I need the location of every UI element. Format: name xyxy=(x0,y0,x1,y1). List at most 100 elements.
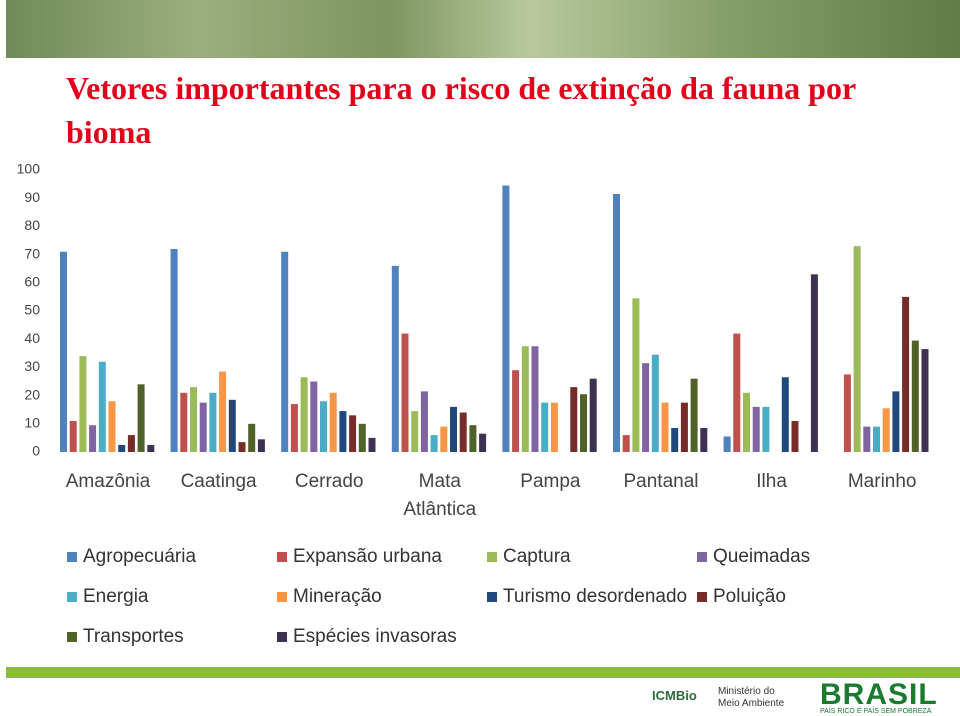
bar xyxy=(69,420,77,452)
bar xyxy=(329,392,337,452)
bar xyxy=(671,428,679,452)
bar xyxy=(502,185,510,452)
bar xyxy=(752,406,760,452)
bar xyxy=(450,406,457,452)
bar xyxy=(902,296,910,452)
legend-item: Poluição xyxy=(697,585,786,609)
legend-item: Transportes xyxy=(67,625,184,649)
bar xyxy=(642,363,650,452)
bar xyxy=(469,425,477,452)
bar xyxy=(781,377,789,452)
legend-swatch xyxy=(277,632,287,642)
bar xyxy=(651,354,659,452)
x-tick-label: Marinho xyxy=(847,471,917,492)
x-tick-label: Cerrado xyxy=(294,471,364,492)
legend-item: Turismo desordenado xyxy=(487,585,687,609)
bar xyxy=(170,248,178,452)
bar xyxy=(420,391,428,452)
legend-swatch xyxy=(487,552,497,562)
legend-swatch xyxy=(67,592,77,602)
bar xyxy=(882,408,890,452)
bar xyxy=(411,411,419,452)
bar xyxy=(147,444,155,452)
bar xyxy=(310,381,318,452)
x-tick-label: Caatinga xyxy=(180,471,257,492)
bar xyxy=(632,298,640,452)
bar xyxy=(320,401,327,452)
bar xyxy=(238,442,246,452)
x-tick-label: Pantanal xyxy=(623,471,699,492)
bar xyxy=(690,378,698,452)
bar xyxy=(228,399,236,452)
bar xyxy=(290,404,298,452)
bar xyxy=(127,435,135,452)
bar xyxy=(700,428,708,452)
agency-logo: ICMBio xyxy=(652,688,697,703)
bar xyxy=(843,374,851,452)
y-tick-label: 40 xyxy=(24,330,40,346)
bar xyxy=(459,412,467,452)
bar xyxy=(60,251,67,452)
bar xyxy=(550,402,558,452)
bar xyxy=(300,377,308,452)
bar xyxy=(401,333,409,452)
bar xyxy=(108,401,116,452)
bar xyxy=(479,433,487,452)
bar xyxy=(810,274,818,452)
bar xyxy=(339,411,347,452)
y-tick-label: 100 xyxy=(17,161,41,177)
bar xyxy=(570,387,578,452)
bar xyxy=(430,435,438,452)
legend-item: Agropecuária xyxy=(67,545,196,569)
legend-item: Energia xyxy=(67,585,149,609)
bar xyxy=(199,402,207,452)
bar xyxy=(762,406,770,452)
legend-item: Espécies invasoras xyxy=(277,625,457,649)
legend-swatch xyxy=(67,552,77,562)
y-tick-label: 10 xyxy=(24,415,40,431)
ministry-logo: Ministério do Meio Ambiente xyxy=(718,686,785,709)
bar xyxy=(661,402,669,452)
legend-swatch xyxy=(67,632,77,642)
bar xyxy=(190,387,197,452)
legend-swatch xyxy=(697,592,707,602)
footer-band xyxy=(6,667,960,678)
bar xyxy=(743,392,750,452)
bar xyxy=(531,346,539,452)
bar xyxy=(580,394,587,452)
legend-item: Mineração xyxy=(277,585,382,609)
bar xyxy=(863,426,871,452)
y-tick-label: 70 xyxy=(24,245,40,261)
y-tick-label: 90 xyxy=(24,189,40,205)
bar xyxy=(368,437,376,452)
y-tick-label: 50 xyxy=(24,302,40,318)
bar xyxy=(680,402,688,452)
bar xyxy=(853,246,861,452)
bar xyxy=(791,420,799,452)
y-tick-label: 60 xyxy=(24,274,40,290)
banner-photo xyxy=(6,0,960,58)
bar xyxy=(98,361,106,452)
x-tick-label: Pampa xyxy=(520,471,581,492)
bar xyxy=(589,378,597,452)
bar xyxy=(358,423,366,452)
bar xyxy=(512,370,520,452)
bar xyxy=(521,346,529,452)
bar xyxy=(180,392,188,452)
bar xyxy=(79,356,87,452)
legend-item: Queimadas xyxy=(697,545,810,569)
legend-swatch xyxy=(487,592,497,602)
bar xyxy=(209,392,217,452)
bar xyxy=(257,439,265,452)
bar xyxy=(89,425,97,452)
bar xyxy=(391,265,399,452)
bar xyxy=(921,349,929,452)
y-tick-label: 80 xyxy=(24,217,40,233)
bar xyxy=(281,251,289,452)
bar xyxy=(733,333,741,452)
legend-swatch xyxy=(277,592,287,602)
y-tick-label: 0 xyxy=(32,443,40,459)
x-tick-label: Amazônia xyxy=(65,471,151,492)
